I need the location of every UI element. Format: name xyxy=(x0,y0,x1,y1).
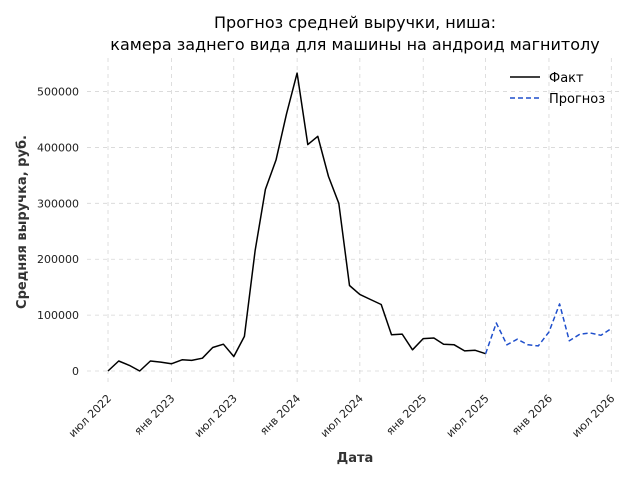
legend-label-forecast: Прогноз xyxy=(549,92,605,107)
y-tick-label: 200000 xyxy=(37,253,79,266)
y-tick-label: 100000 xyxy=(37,309,79,322)
y-tick-label: 300000 xyxy=(37,197,79,210)
x-tick-label: июл 2023 xyxy=(192,392,240,440)
chart-title-line-1: Прогноз средней выручки, ниша: xyxy=(214,13,496,32)
chart-title-line-2: камера заднего вида для машины на андрои… xyxy=(110,35,599,54)
y-axis-ticks: 0 100000 200000 300000 400000 500000 xyxy=(37,86,79,378)
y-axis-label: Средняя выручка, руб. xyxy=(15,135,30,309)
x-tick-label: июл 2024 xyxy=(318,392,366,440)
x-tick-label: июл 2022 xyxy=(66,392,114,440)
legend-label-fact: Факт xyxy=(549,71,584,86)
series-line-0 xyxy=(107,72,486,372)
grid xyxy=(87,58,622,385)
y-tick-label: 0 xyxy=(72,365,79,378)
series-lines xyxy=(107,72,612,372)
y-tick-label: 400000 xyxy=(37,141,79,154)
x-tick-label: июл 2025 xyxy=(444,392,492,440)
x-axis-ticks: июл 2022 янв 2023 июл 2023 янв 2024 июл 2024… xyxy=(66,392,617,440)
x-tick-label: янв 2023 xyxy=(132,392,178,438)
x-tick-label: янв 2024 xyxy=(257,392,303,438)
x-tick-label: июл 2026 xyxy=(569,392,617,440)
x-tick-label: янв 2026 xyxy=(509,392,555,438)
legend: Факт Прогноз xyxy=(510,71,605,107)
x-tick-label: янв 2025 xyxy=(384,392,430,438)
series-line-1 xyxy=(484,303,612,354)
x-axis-label: Дата xyxy=(337,451,374,466)
y-tick-label: 500000 xyxy=(37,86,79,99)
